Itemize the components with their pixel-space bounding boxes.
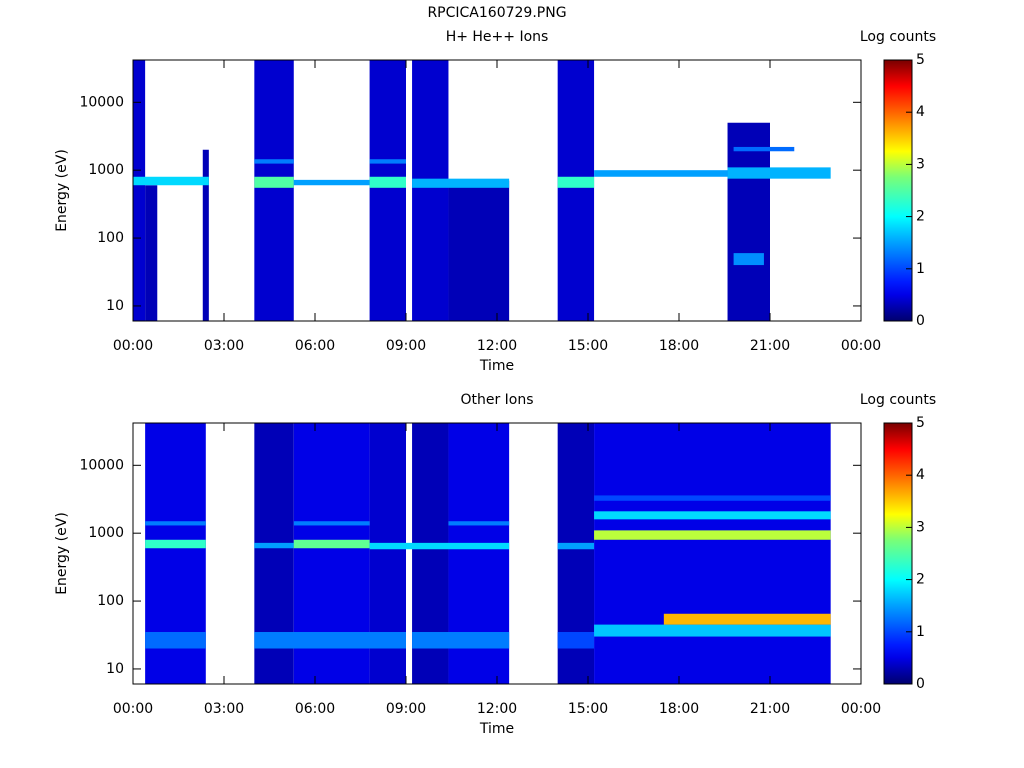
panel-title: Other Ions bbox=[460, 392, 533, 408]
heatmap-cell bbox=[254, 60, 294, 321]
heatmap-cell bbox=[733, 253, 764, 266]
heatmap-cell bbox=[594, 624, 831, 637]
colorbar-tick-label: 3 bbox=[916, 156, 925, 172]
x-tick-label: 21:00 bbox=[750, 338, 790, 354]
heatmap-cell bbox=[733, 146, 795, 152]
page-title: RPCICA160729.PNG bbox=[427, 5, 566, 21]
heatmap-cell bbox=[369, 176, 406, 188]
heatmap-cell bbox=[594, 170, 728, 177]
heatmap-cell bbox=[145, 185, 158, 321]
heatmap-cell bbox=[594, 423, 831, 684]
y-tick-label: 1000 bbox=[88, 162, 124, 178]
heatmap-cell bbox=[369, 542, 510, 550]
heatmap-cell bbox=[145, 521, 206, 526]
x-tick-label: 15:00 bbox=[568, 338, 608, 354]
y-axis-label: Energy (eV) bbox=[54, 512, 70, 595]
heatmap-cell bbox=[412, 178, 510, 188]
x-tick-label: 03:00 bbox=[204, 338, 244, 354]
colorbar-tick-label: 3 bbox=[916, 519, 925, 535]
heatmap-cell bbox=[133, 176, 209, 186]
heatmap-cell bbox=[557, 176, 595, 188]
y-tick-label: 10 bbox=[106, 661, 124, 677]
x-tick-label: 21:00 bbox=[750, 701, 790, 717]
x-tick-label: 18:00 bbox=[659, 701, 699, 717]
x-tick-label: 06:00 bbox=[295, 701, 335, 717]
y-tick-label: 100 bbox=[97, 230, 124, 246]
heatmap bbox=[133, 60, 831, 321]
heatmap-cell bbox=[557, 632, 595, 649]
heatmap-cell bbox=[557, 60, 595, 321]
heatmap-cell bbox=[254, 176, 294, 188]
heatmap-cell bbox=[412, 60, 449, 321]
x-tick-label: 00:00 bbox=[841, 701, 881, 717]
heatmap-cell bbox=[727, 122, 770, 321]
colorbar-tick-label: 4 bbox=[916, 467, 925, 483]
x-axis-label: Time bbox=[479, 721, 514, 737]
heatmap-cell bbox=[145, 539, 206, 549]
heatmap-cell bbox=[448, 180, 510, 321]
colorbar-tick-label: 5 bbox=[916, 415, 925, 431]
heatmap-cell bbox=[145, 632, 206, 649]
heatmap-cell bbox=[293, 539, 370, 549]
colorbar-tick-label: 2 bbox=[916, 209, 925, 225]
x-tick-label: 09:00 bbox=[386, 338, 426, 354]
x-tick-label: 12:00 bbox=[477, 701, 517, 717]
heatmap-cell bbox=[594, 530, 831, 540]
colorbar bbox=[883, 422, 913, 685]
heatmap-cell bbox=[202, 149, 209, 321]
heatmap-cell bbox=[369, 60, 406, 321]
heatmap-cell bbox=[594, 511, 831, 520]
colorbar-tick-label: 0 bbox=[916, 313, 925, 329]
colorbar bbox=[883, 59, 913, 322]
heatmap bbox=[145, 423, 831, 684]
x-tick-label: 06:00 bbox=[295, 338, 335, 354]
colorbar-tick-label: 2 bbox=[916, 572, 925, 588]
heatmap-cell bbox=[412, 632, 510, 649]
colorbar-tick-label: 1 bbox=[916, 624, 925, 640]
x-tick-label: 03:00 bbox=[204, 701, 244, 717]
heatmap-cell bbox=[254, 159, 294, 164]
heatmap-cell bbox=[293, 521, 370, 526]
colorbar-tick-label: 0 bbox=[916, 676, 925, 692]
heatmap-cell bbox=[133, 60, 146, 321]
heatmap-cell bbox=[727, 167, 831, 179]
x-tick-label: 15:00 bbox=[568, 701, 608, 717]
x-tick-label: 00:00 bbox=[841, 338, 881, 354]
panel-title: H+ He++ Ions bbox=[446, 29, 549, 45]
y-tick-label: 10 bbox=[106, 298, 124, 314]
heatmap-cell bbox=[663, 613, 831, 625]
colorbar-tick-label: 1 bbox=[916, 261, 925, 277]
heatmap-cell bbox=[557, 542, 595, 550]
heatmap-cell bbox=[369, 159, 406, 164]
heatmap-cell bbox=[254, 542, 294, 549]
heatmap-cell bbox=[594, 495, 831, 501]
colorbar-tick-label: 5 bbox=[916, 52, 925, 68]
colorbar-label: Log counts bbox=[860, 392, 936, 408]
heatmap-cell bbox=[254, 632, 406, 649]
y-axis-label: Energy (eV) bbox=[54, 149, 70, 232]
heatmap-cell bbox=[448, 521, 510, 526]
x-tick-label: 12:00 bbox=[477, 338, 517, 354]
x-tick-label: 00:00 bbox=[113, 338, 153, 354]
y-tick-label: 1000 bbox=[88, 525, 124, 541]
y-tick-label: 100 bbox=[97, 593, 124, 609]
x-tick-label: 09:00 bbox=[386, 701, 426, 717]
x-tick-label: 18:00 bbox=[659, 338, 699, 354]
y-tick-label: 10000 bbox=[79, 94, 124, 110]
heatmap-cell bbox=[293, 179, 370, 186]
x-axis-label: Time bbox=[479, 358, 514, 374]
colorbar-label: Log counts bbox=[860, 29, 936, 45]
y-tick-label: 10000 bbox=[79, 457, 124, 473]
x-tick-label: 00:00 bbox=[113, 701, 153, 717]
colorbar-tick-label: 4 bbox=[916, 104, 925, 120]
